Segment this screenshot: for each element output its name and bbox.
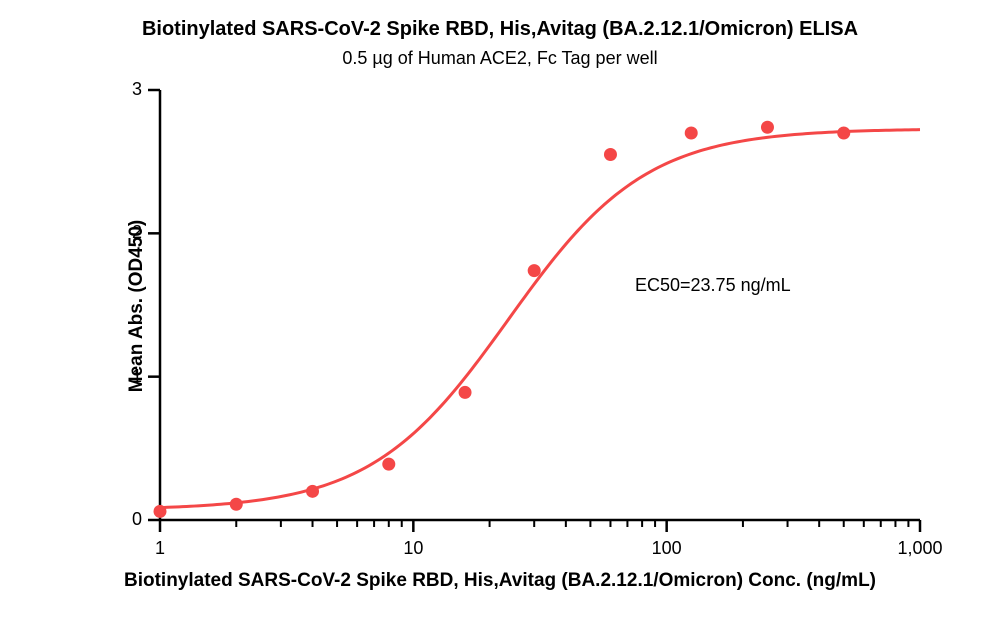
data-point [306,485,319,498]
data-point [459,386,472,399]
x-axis-label: Biotinylated SARS-CoV-2 Spike RBD, His,A… [0,570,1000,592]
x-tick-label: 100 [617,538,717,559]
fit-curve [160,130,920,508]
x-tick-label: 1,000 [870,538,970,559]
data-point [685,127,698,140]
data-point [528,264,541,277]
data-point [837,127,850,140]
y-tick-label: 3 [82,79,142,100]
y-tick-label: 2 [82,222,142,243]
x-tick-label: 1 [110,538,210,559]
x-tick-label: 10 [363,538,463,559]
data-point [230,498,243,511]
data-point [604,148,617,161]
data-point [154,505,167,518]
y-tick-label: 0 [82,509,142,530]
data-point [761,121,774,134]
data-point [382,458,395,471]
y-tick-label: 1 [82,366,142,387]
